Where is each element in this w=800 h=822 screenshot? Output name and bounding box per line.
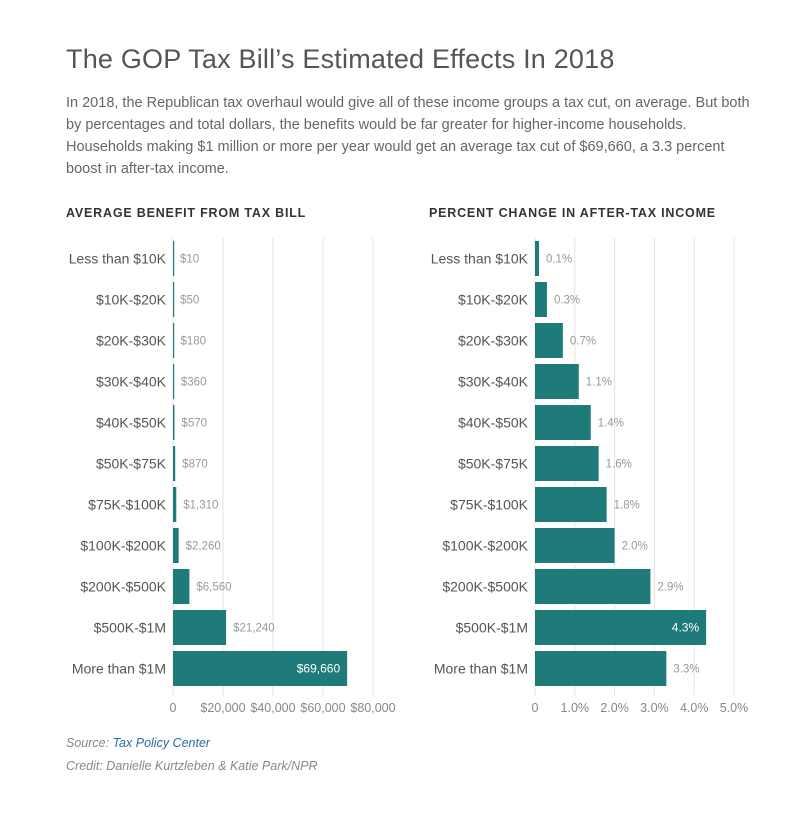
percent-tick-label: 5.0% <box>720 701 749 715</box>
benefit-category-label: $200K-$500K <box>80 579 166 595</box>
benefit-tick-label: $20,000 <box>200 701 245 715</box>
benefit-bar <box>173 241 175 276</box>
percent-category-label: Less than $10K <box>431 251 529 267</box>
benefit-bar <box>173 487 177 522</box>
percent-category-label: $40K-$50K <box>458 415 529 431</box>
percent-value-label: 0.3% <box>554 295 580 307</box>
percent-bar <box>535 569 651 604</box>
credit-line: Credit: Danielle Kurtzleben & Katie Park… <box>66 759 318 773</box>
benefit-category-label: Less than $10K <box>69 251 167 267</box>
percent-tick-label: 0 <box>532 701 539 715</box>
percent-value-label: 2.0% <box>622 541 648 553</box>
benefit-category-label: $40K-$50K <box>96 415 167 431</box>
percent-bar <box>535 610 707 645</box>
percent-tick-label: 1.0% <box>561 701 590 715</box>
benefit-bar <box>173 610 227 645</box>
benefit-category-label: $30K-$40K <box>96 374 167 390</box>
percent-tick-label: 3.0% <box>640 701 669 715</box>
percent-change-chart: Less than $10K 0.1% $10K-$20K 0.3% $20K-$30K… <box>431 238 749 715</box>
benefit-tick-label: 0 <box>170 701 177 715</box>
percent-value-label: 0.7% <box>570 336 596 348</box>
benefit-bar <box>173 651 348 686</box>
percent-tick-label: 4.0% <box>680 701 709 715</box>
average-benefit-chart: Less than $10K $10 $10K-$20K $50 $20K-$30K $1… <box>69 238 396 715</box>
chart-description: In 2018, the Republican tax overhaul wou… <box>66 95 750 177</box>
benefit-category-label: $20K-$30K <box>96 333 167 349</box>
benefit-value-label: $10 <box>180 254 199 266</box>
benefit-value-label: $69,660 <box>297 662 341 676</box>
percent-category-label: $20K-$30K <box>458 333 529 349</box>
benefit-value-label: $360 <box>181 377 207 389</box>
benefit-category-label: More than $1M <box>72 661 166 677</box>
source-line: Source: Tax Policy Center <box>66 736 210 750</box>
source-link[interactable]: Tax Policy Center <box>112 736 211 750</box>
benefit-value-label: $1,310 <box>183 500 218 512</box>
benefit-bar <box>173 528 179 563</box>
benefit-tick-label: $60,000 <box>300 701 345 715</box>
percent-bar <box>535 405 591 440</box>
benefit-category-label: $10K-$20K <box>96 292 167 308</box>
percent-category-label: $75K-$100K <box>450 497 529 513</box>
percent-bar <box>535 528 615 563</box>
chart-title-average-benefit: AVERAGE BENEFIT FROM TAX BILL <box>66 206 307 220</box>
benefit-value-label: $180 <box>180 336 206 348</box>
percent-tick-label: 2.0% <box>600 701 629 715</box>
percent-bar <box>535 323 563 358</box>
percent-bar <box>535 364 579 399</box>
percent-bar <box>535 446 599 481</box>
percent-category-label: $30K-$40K <box>458 374 529 390</box>
percent-value-label: 1.8% <box>614 500 640 512</box>
benefit-bar <box>173 364 175 399</box>
benefit-bar <box>173 282 175 317</box>
benefit-bar <box>173 446 176 481</box>
benefit-value-label: $570 <box>181 418 207 430</box>
percent-category-label: More than $1M <box>434 661 528 677</box>
percent-value-label: 1.6% <box>606 459 632 471</box>
percent-category-label: $10K-$20K <box>458 292 529 308</box>
benefit-category-label: $50K-$75K <box>96 456 167 472</box>
percent-category-label: $50K-$75K <box>458 456 529 472</box>
percent-category-label: $100K-$200K <box>442 538 528 554</box>
benefit-tick-label: $80,000 <box>350 701 395 715</box>
percent-value-label: 3.3% <box>673 664 699 676</box>
percent-value-label: 1.1% <box>586 377 612 389</box>
benefit-category-label: $75K-$100K <box>88 497 167 513</box>
benefit-tick-label: $40,000 <box>250 701 295 715</box>
benefit-value-label: $21,240 <box>233 623 275 635</box>
percent-value-label: 0.1% <box>546 254 572 266</box>
benefit-value-label: $6,560 <box>196 582 231 594</box>
percent-bar <box>535 241 539 276</box>
benefit-value-label: $870 <box>182 459 208 471</box>
percent-bar <box>535 487 607 522</box>
percent-category-label: $500K-$1M <box>456 620 528 636</box>
benefit-bar <box>173 569 190 604</box>
benefit-bar <box>173 405 175 440</box>
percent-value-label: 2.9% <box>657 582 683 594</box>
page-title: The GOP Tax Bill’s Estimated Effects In … <box>66 44 615 74</box>
percent-value-label: 4.3% <box>672 621 700 635</box>
percent-category-label: $200K-$500K <box>442 579 528 595</box>
percent-bar <box>535 651 667 686</box>
benefit-bar <box>173 323 175 358</box>
benefit-category-label: $100K-$200K <box>80 538 166 554</box>
percent-value-label: 1.4% <box>598 418 624 430</box>
benefit-value-label: $2,260 <box>186 541 221 553</box>
percent-bar <box>535 282 547 317</box>
benefit-value-label: $50 <box>180 295 199 307</box>
chart-title-percent-change: PERCENT CHANGE IN AFTER-TAX INCOME <box>429 206 716 220</box>
benefit-category-label: $500K-$1M <box>94 620 166 636</box>
source-label: Source: <box>66 736 113 750</box>
